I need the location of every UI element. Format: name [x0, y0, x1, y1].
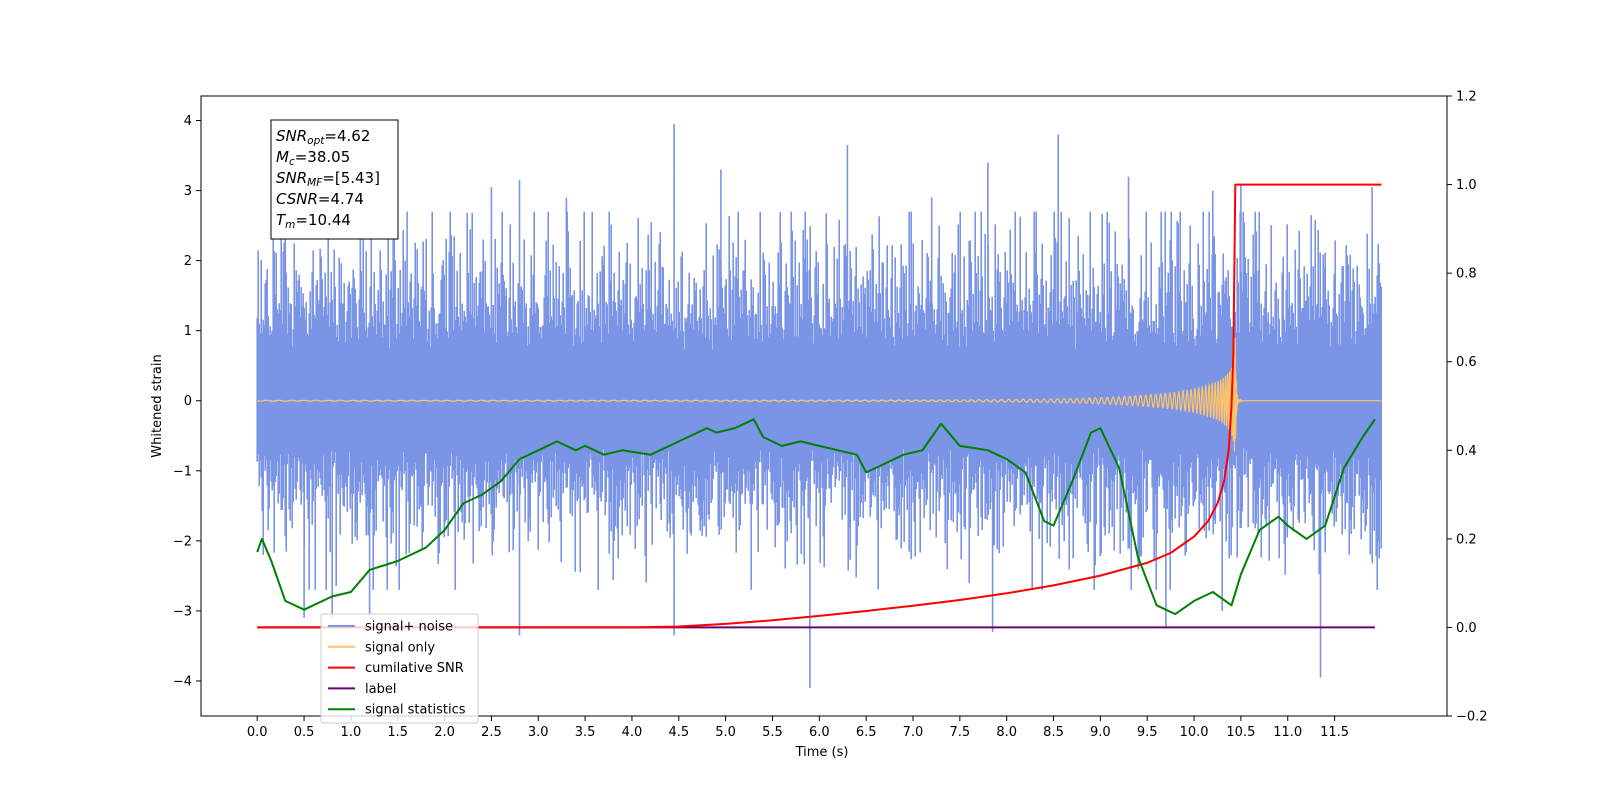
stats-line: Tm=10.44	[276, 211, 351, 231]
y-tick-label-right: 0.6	[1456, 355, 1477, 370]
x-tick-label: 4.0	[622, 725, 643, 740]
x-tick-label: 7.0	[903, 725, 924, 740]
x-tick-label: 2.5	[481, 725, 502, 740]
x-tick-label: 3.0	[528, 725, 549, 740]
x-tick-label: 8.5	[1043, 725, 1064, 740]
y-tick-label-left: −4	[173, 674, 192, 689]
series-cumulative-snr	[257, 183, 1382, 629]
y-tick-label-left: −3	[173, 604, 192, 619]
y-tick-label-right: 1.2	[1456, 90, 1477, 105]
y-tick-label-left: 4	[184, 114, 192, 129]
x-tick-label: 2.0	[434, 725, 455, 740]
x-axis: 0.0 0.5 1.0 1.5 2.0 2.5 3.0 3.5 4.0 4.5 5.0 5.5 6.0 6…	[247, 716, 1349, 740]
x-tick-label: 3.5	[575, 725, 596, 740]
x-tick-label: 1.0	[341, 725, 362, 740]
x-tick-label: 10.0	[1180, 725, 1209, 740]
x-tick-label: 6.5	[856, 725, 877, 740]
stats-line: SNRMF=[5.43]	[276, 169, 380, 189]
x-tick-label: 10.5	[1226, 725, 1255, 740]
x-tick-label: 5.0	[715, 725, 736, 740]
x-tick-label: 9.0	[1090, 725, 1111, 740]
legend-label: signal+ noise	[365, 620, 453, 635]
legend: signal+ noise signal only cumilative SNR la…	[320, 613, 479, 724]
legend-label: signal statistics	[365, 703, 466, 718]
y-tick-label-right: 1.0	[1456, 178, 1477, 193]
stats-line: SNRopt=4.62	[276, 127, 370, 147]
y-tick-label-right: 0.0	[1456, 621, 1477, 636]
y-tick-label-right: −0.2	[1456, 710, 1488, 725]
y-tick-label-left: 3	[184, 184, 192, 199]
x-tick-label: 0.0	[247, 725, 268, 740]
x-tick-label: 7.5	[949, 725, 970, 740]
y-tick-label-right: 0.8	[1456, 267, 1477, 282]
stats-box-frame	[270, 119, 399, 240]
x-tick-label: 4.5	[668, 725, 689, 740]
y-tick-label-left: −1	[173, 464, 192, 479]
plot-area	[256, 124, 1382, 688]
x-tick-label: 1.5	[387, 725, 408, 740]
y-tick-label-left: 2	[184, 254, 192, 269]
y-axis-left: 4 3 2 1 0 −1 −2 −3 −4	[173, 114, 201, 689]
x-axis-label: Time (s)	[795, 745, 849, 760]
series-signal-noise	[256, 124, 1382, 688]
legend-label: cumilative SNR	[365, 661, 464, 676]
stats-line: CSNR=4.74	[276, 190, 364, 208]
legend-frame	[320, 613, 479, 724]
y-tick-label-left: 0	[184, 394, 192, 409]
stats-box: SNRopt=4.62Mc=38.05SNRMF=[5.43]CSNR=4.74…	[270, 119, 399, 240]
legend-label: label	[365, 682, 396, 697]
x-tick-label: 9.5	[1137, 725, 1158, 740]
y-axis-right: 1.2 1.0 0.8 0.6 0.4 0.2 0.0 −0.2	[1447, 90, 1488, 725]
legend-label: signal only	[365, 640, 435, 655]
x-tick-label: 6.0	[809, 725, 830, 740]
x-tick-label: 5.5	[762, 725, 783, 740]
x-tick-label: 11.5	[1320, 725, 1349, 740]
stats-line: Mc=38.05	[276, 148, 350, 168]
series-signal-only	[256, 337, 1382, 452]
y-tick-label-left: −2	[173, 534, 192, 549]
y-tick-label-left: 1	[184, 324, 192, 339]
y-axis-label-left: Whitened strain	[150, 354, 165, 457]
x-tick-label: 0.5	[294, 725, 315, 740]
series-signal-statistics	[256, 418, 1376, 616]
x-tick-label: 8.0	[996, 725, 1017, 740]
y-tick-label-right: 0.4	[1456, 444, 1477, 459]
x-tick-label: 11.0	[1273, 725, 1302, 740]
y-tick-label-right: 0.2	[1456, 532, 1477, 547]
plot-frame	[200, 95, 1448, 717]
